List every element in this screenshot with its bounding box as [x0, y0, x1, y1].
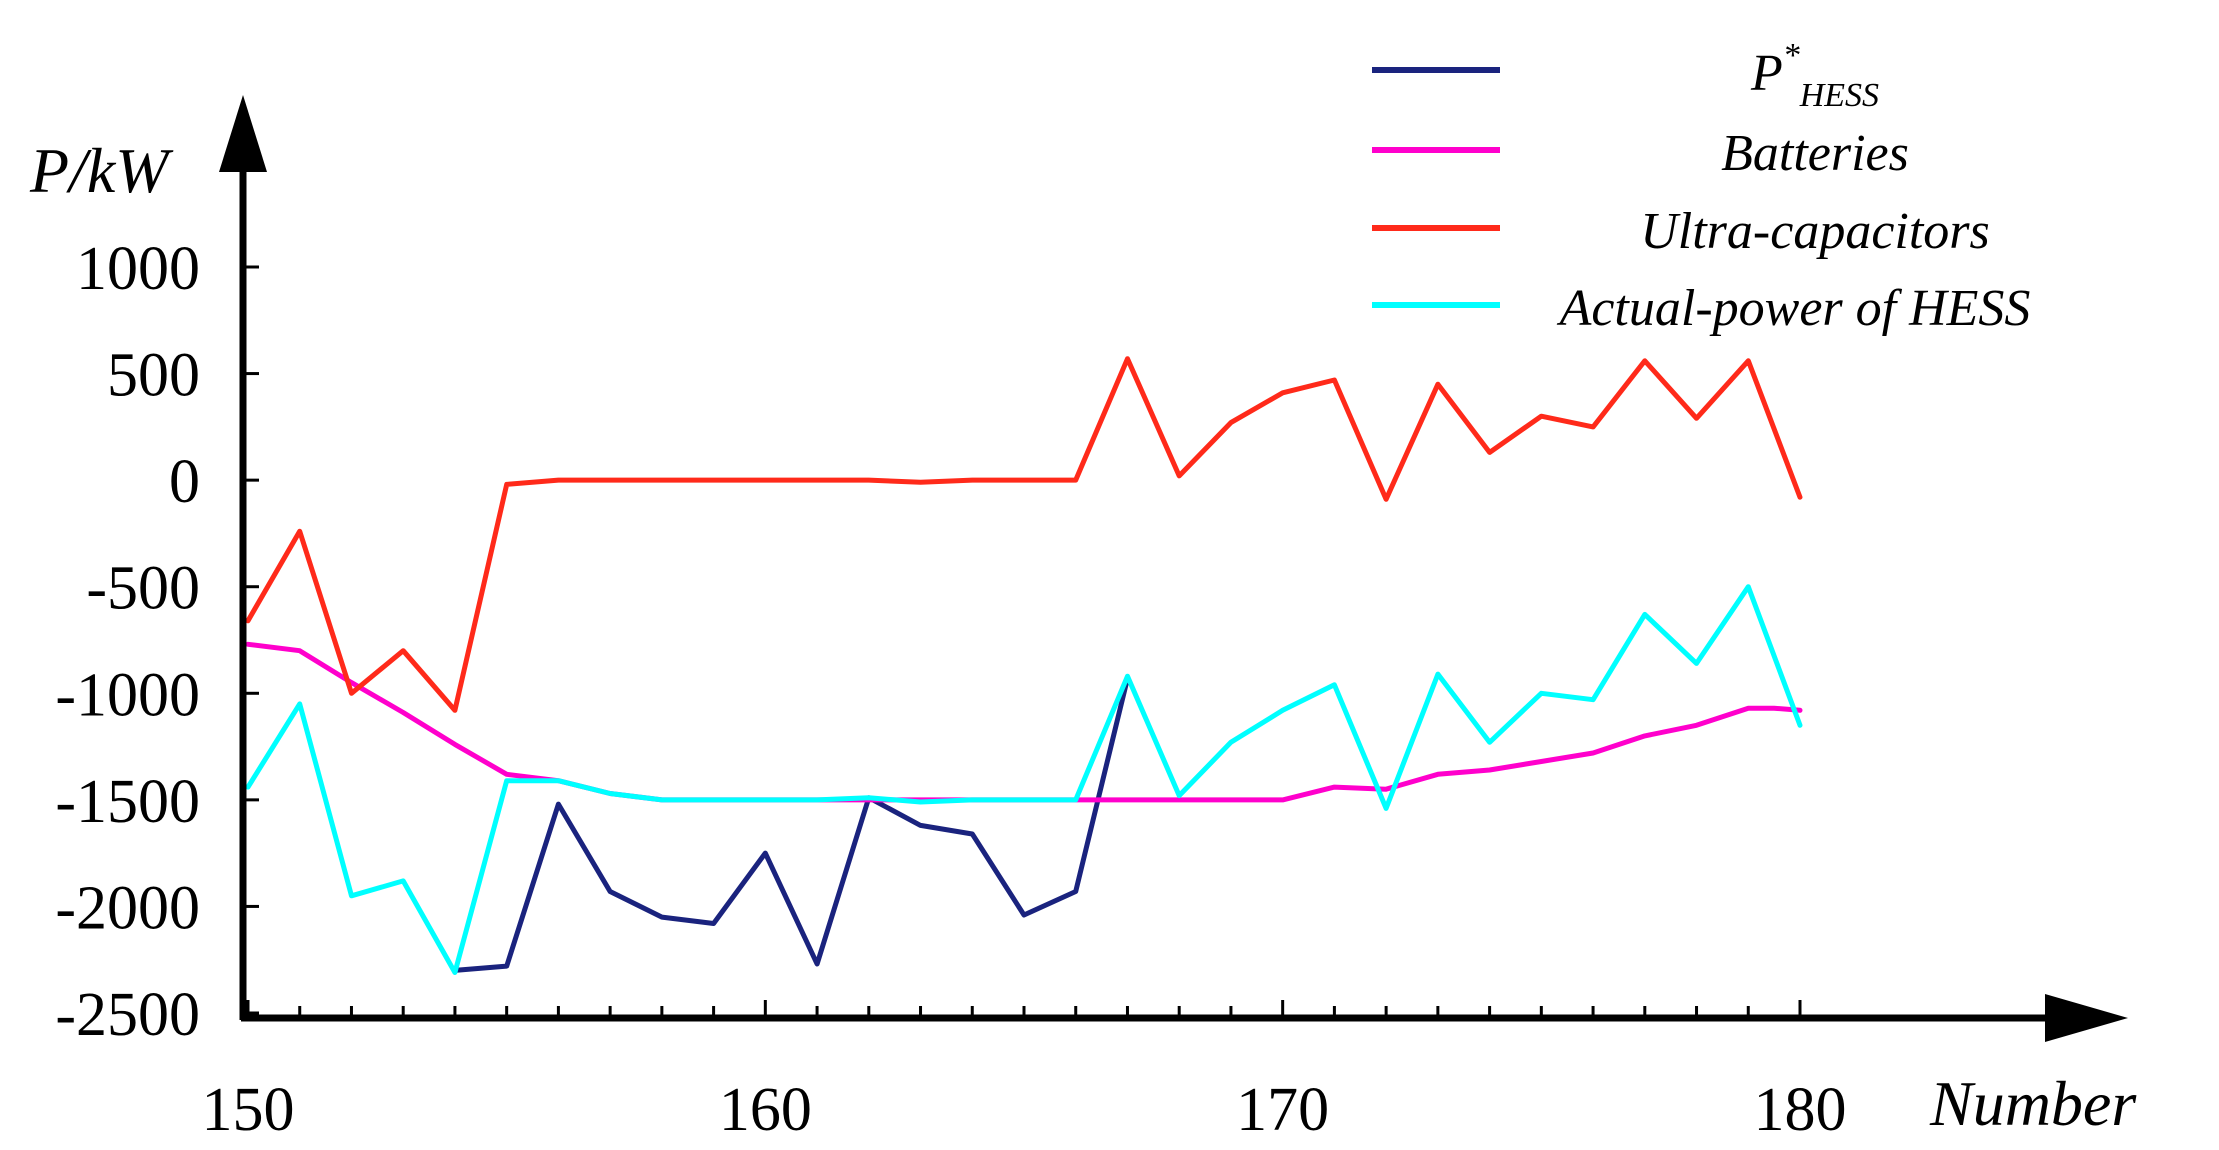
y-tick-label: -1000 [55, 661, 200, 729]
y-tick-label: -2000 [55, 874, 200, 942]
y-tick-label: -1500 [55, 768, 200, 836]
legend: P*HESS Batteries Ultra-capacitors Actual-po… [1372, 37, 2030, 337]
ticks-layer: 150 160 170 180 1000 500 0 -500 -1000 -1500 -2000 -… [55, 235, 1846, 1144]
y-tick-label: -2500 [55, 981, 200, 1049]
y-tick-label: 1000 [76, 235, 200, 303]
x-tick-label: 180 [1754, 1076, 1847, 1144]
legend-label-1: P*HESS [1750, 37, 1879, 114]
legend-label-3: Ultra-capacitors [1640, 203, 1990, 260]
legend-label-2: Batteries [1721, 125, 1909, 182]
series-line-3 [245, 356, 1803, 713]
x-axis-title: Number [1929, 1068, 2137, 1139]
series-line-4 [245, 584, 1803, 975]
x-tick-label: 160 [719, 1076, 812, 1144]
y-tick-label: -500 [86, 555, 200, 623]
y-tick-label: 500 [107, 342, 200, 410]
series-line-2 [245, 641, 1803, 803]
series-line-1 [452, 675, 1130, 973]
y-axis-title: P/kW [29, 135, 174, 206]
x-tick-label: 150 [202, 1076, 295, 1144]
series-layer [245, 356, 1803, 975]
x-tick-label: 170 [1236, 1076, 1329, 1144]
y-axis-arrow [219, 95, 267, 172]
y-tick-label: 0 [169, 448, 200, 516]
x-axis-arrow [2045, 994, 2128, 1042]
legend-label-4: Actual-power of HESS [1557, 280, 2031, 337]
